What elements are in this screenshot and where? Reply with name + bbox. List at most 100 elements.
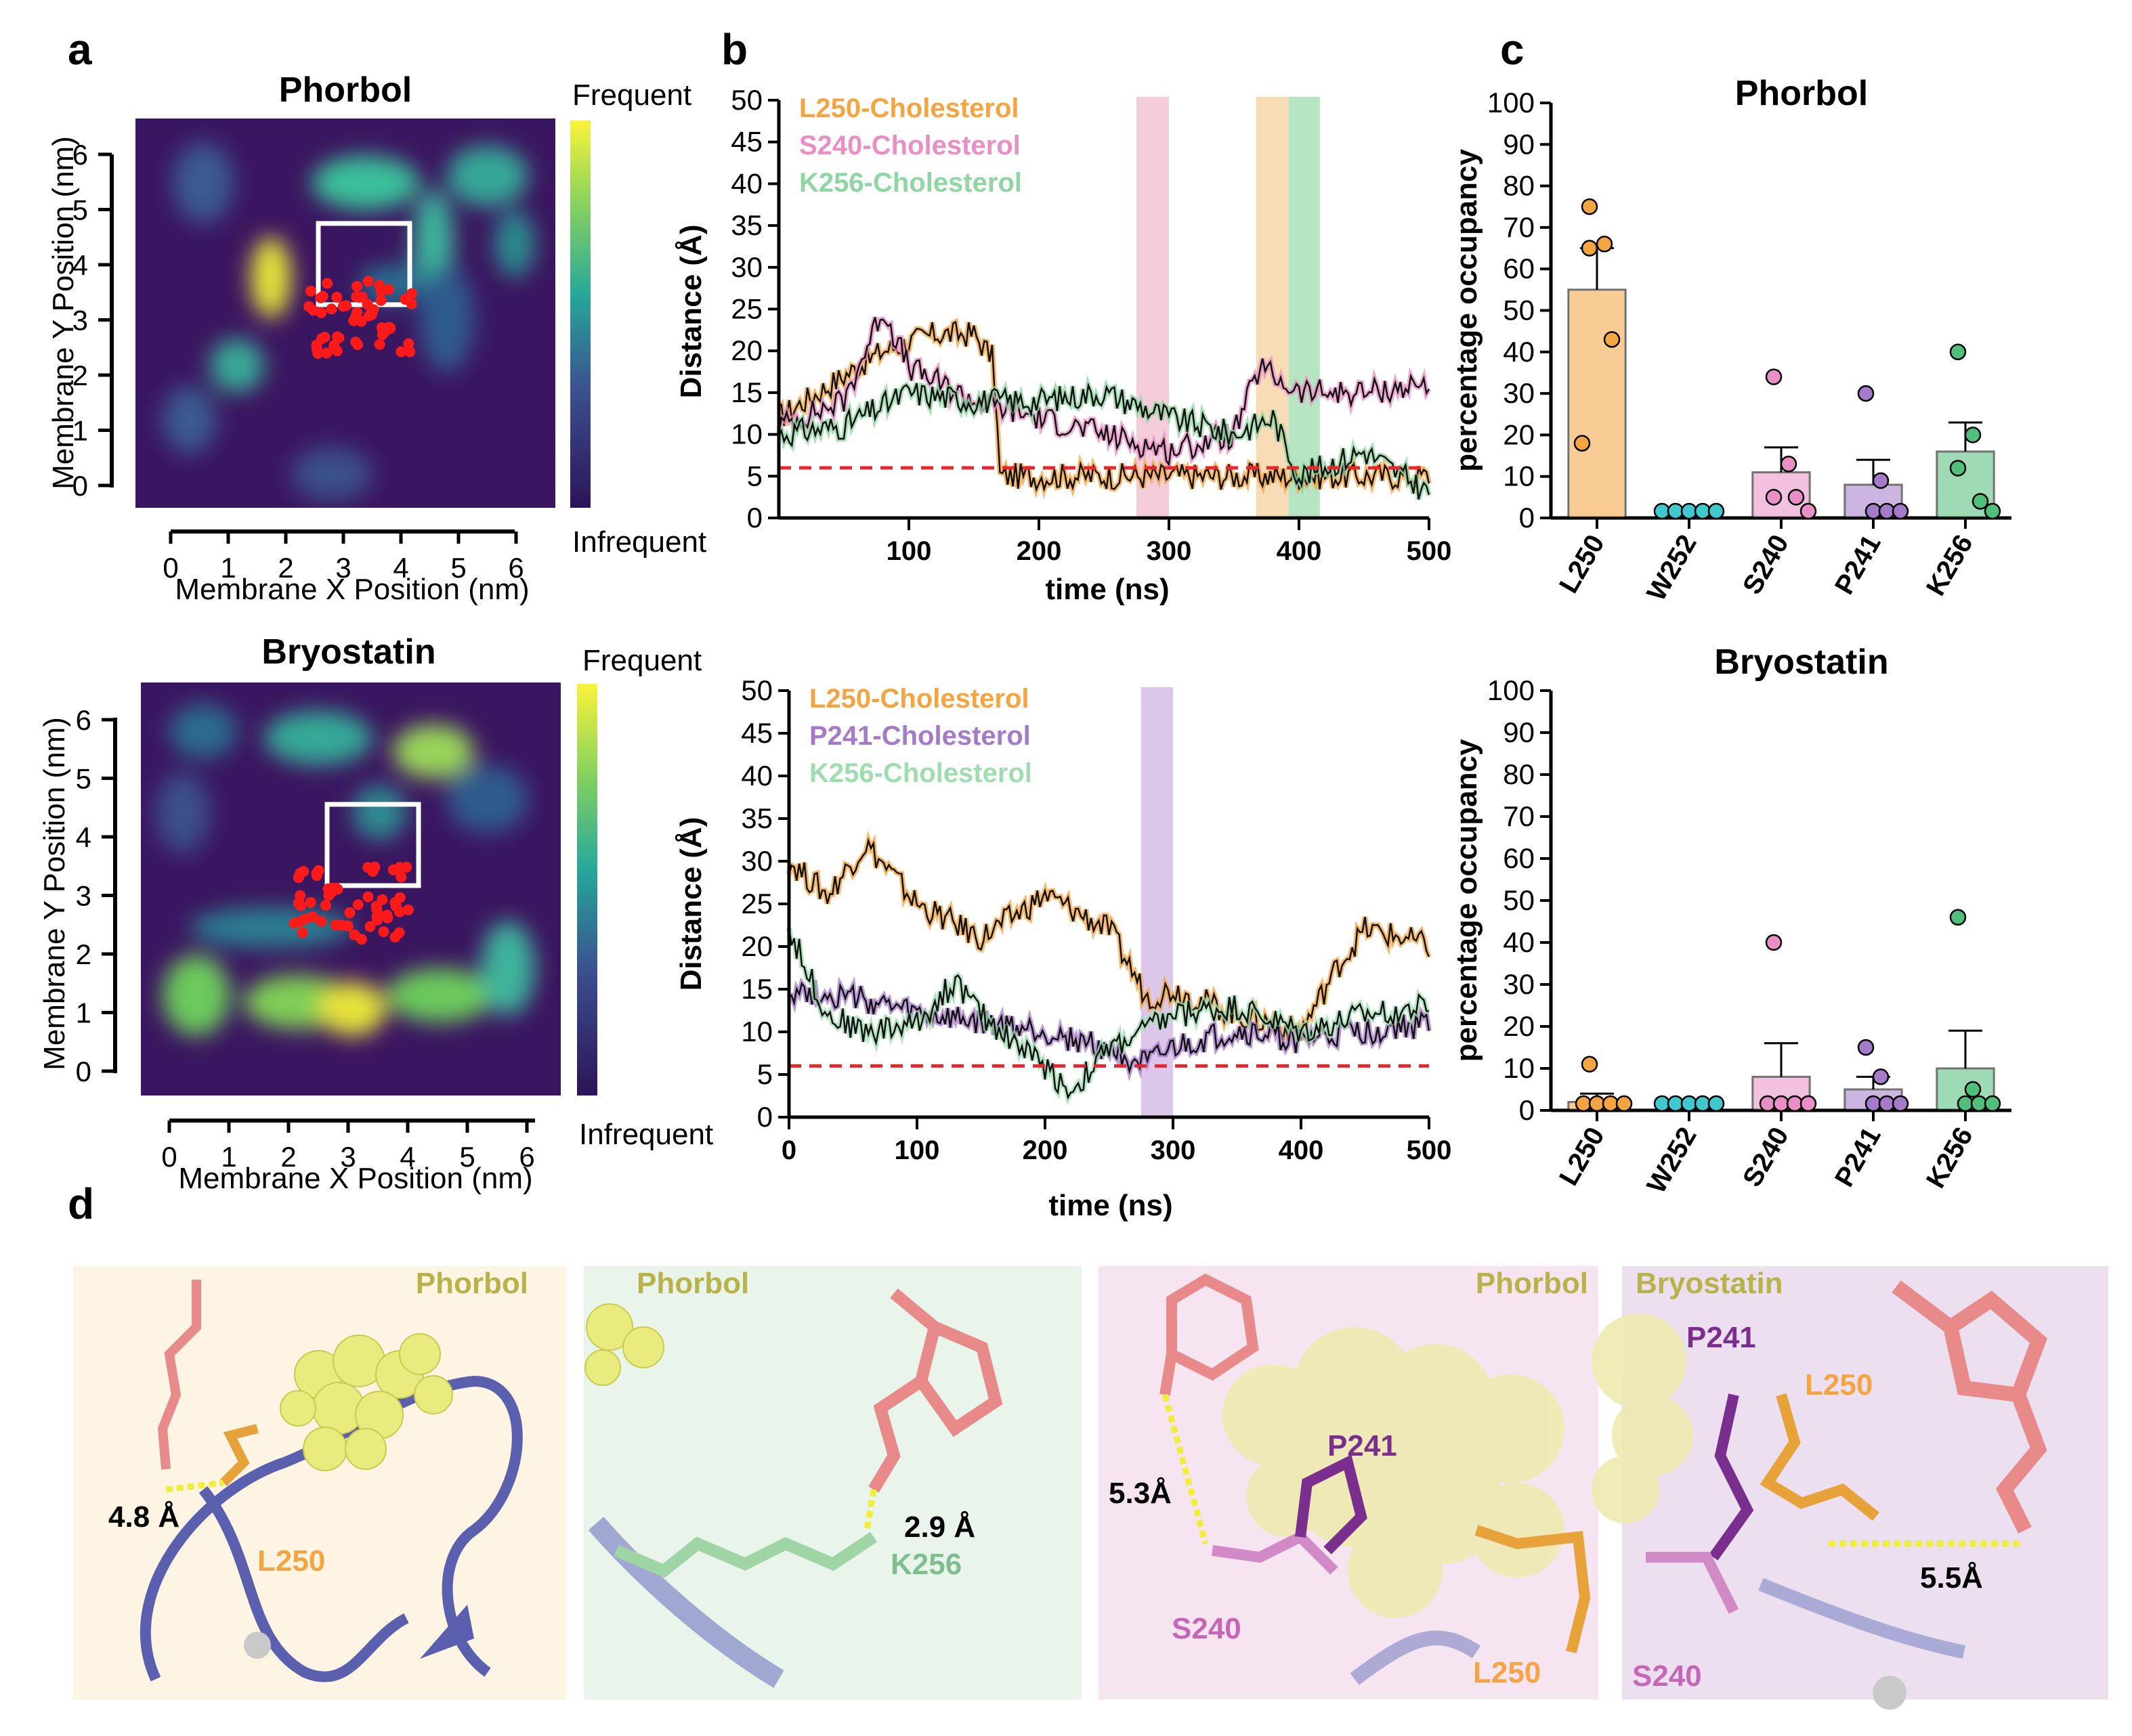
ts2-xtick: 100: [895, 1135, 940, 1165]
red-point: [344, 907, 356, 919]
red-point: [322, 278, 333, 289]
structure-2-distance: 2.9 Å: [904, 1511, 975, 1544]
red-point: [374, 339, 385, 350]
structure-panel-2: Phorbol 2.9 Å K256: [584, 1266, 1082, 1699]
heatmap-top-xtick: 2: [278, 552, 293, 584]
bar-chart-ytick: 50: [1503, 884, 1535, 916]
ts2-ytick: 0: [757, 1101, 773, 1133]
heatmap-top-xlabel: Membrane X Position (nm): [175, 573, 529, 606]
timeseries-bottom-ylabel: Distance (Å): [675, 817, 708, 991]
heatmap-top-xtick: 3: [335, 552, 351, 584]
data-point: [1786, 1095, 1804, 1112]
structure-4-residue-l250: L250: [1805, 1368, 1873, 1402]
heatmap-bottom-xtick: 0: [161, 1141, 177, 1173]
ts1-xtick: 300: [1147, 536, 1192, 566]
red-point: [354, 291, 365, 303]
data-point: [1596, 236, 1613, 253]
bar-chart-category: W252: [1641, 1123, 1702, 1198]
data-point: [1707, 1095, 1725, 1112]
data-point: [1857, 385, 1875, 402]
series-line-colored: [786, 927, 1430, 1106]
heatmap-top-ytick: 6: [72, 139, 88, 171]
heatmap-bottom-box: [324, 802, 421, 888]
heatmap-top-ytick: 0: [72, 470, 88, 502]
heatmap-bottom-title: Bryostatin: [261, 632, 435, 672]
bar-chart-ytick: 30: [1503, 377, 1535, 409]
bar-chart-ytick: 50: [1503, 295, 1535, 326]
structure-3-residue-s240: S240: [1172, 1612, 1241, 1645]
heatmap-top-ytick: 1: [72, 415, 88, 447]
data-point: [1971, 493, 1989, 510]
bar-chart-ytick: 60: [1503, 842, 1535, 874]
heatmap-top-ylabel: Membrane Y Position (nm): [47, 136, 80, 490]
red-point: [320, 900, 331, 911]
bar-chart-ytick: 20: [1503, 1010, 1535, 1042]
ts1-ytick: 10: [731, 418, 763, 450]
timeseries-top-xlabel: time (ns): [1045, 573, 1169, 606]
data-point: [1878, 502, 1896, 520]
heatmap-bottom-points: [289, 861, 414, 945]
bar-chart-ytick: 10: [1503, 460, 1535, 492]
legend-entry: K256-Cholesterol: [799, 168, 1022, 198]
ts2-xtick: 300: [1151, 1135, 1196, 1165]
structure-1-ligand: Phorbol: [416, 1267, 528, 1300]
data-point: [1603, 331, 1621, 348]
heatmap-top-xtick: 4: [393, 552, 408, 584]
data-point: [1588, 1095, 1606, 1112]
data-point: [1653, 502, 1671, 520]
red-point: [337, 301, 349, 312]
data-point: [1949, 909, 1967, 926]
ts2-ytick: 10: [741, 1016, 773, 1047]
bar-chart-title: Phorbol: [1735, 74, 1868, 113]
bar-chart-ytick: 0: [1519, 502, 1535, 534]
data-point: [1984, 1095, 2001, 1112]
red-point: [295, 900, 307, 911]
bar-chart-category: L250: [1554, 530, 1611, 599]
red-point: [362, 891, 374, 903]
red-point: [331, 292, 343, 303]
data-point: [1694, 1095, 1711, 1112]
data-point: [1680, 502, 1698, 520]
ts2-ytick: 30: [741, 845, 773, 877]
heatmap-bottom-xtick: 2: [280, 1141, 296, 1173]
bar-chart-title: Bryostatin: [1714, 643, 1888, 682]
ts1-ytick: 5: [747, 460, 763, 492]
ts1-xtick: 400: [1277, 536, 1322, 566]
red-point: [316, 915, 327, 927]
data-point: [1799, 502, 1817, 520]
data-point: [1957, 1095, 1974, 1112]
data-point: [1872, 1068, 1890, 1085]
red-point: [298, 866, 310, 877]
timeseries-top: 0 5 10 15 20 25 30 35 40 45 50 100 200 300 400 500 L250…: [675, 84, 1451, 606]
heatmap-top-ytick: 2: [72, 360, 88, 391]
bar-chart-ytick: 40: [1503, 926, 1535, 958]
red-point: [295, 890, 306, 901]
heatmap-top-xtick: 0: [163, 552, 178, 584]
structure-2-residue: K256: [891, 1548, 962, 1581]
red-point: [404, 346, 416, 357]
bar-chart-category: P241: [1829, 1123, 1887, 1192]
data-point: [1759, 1095, 1776, 1112]
red-point: [352, 899, 364, 911]
data-point: [1984, 502, 2001, 520]
ts1-ytick: 0: [747, 502, 763, 534]
bar-chart-ytick: 70: [1503, 211, 1535, 243]
red-point: [394, 906, 406, 917]
ts2-xtick: 500: [1407, 1135, 1452, 1165]
bar-chart-category: P241: [1829, 530, 1887, 600]
data-point: [1872, 472, 1890, 490]
bar-chart-category: S240: [1737, 530, 1795, 600]
data-point: [1667, 502, 1684, 520]
bar-chart-ytick: 0: [1519, 1094, 1535, 1126]
heatmap-bottom-ytick: 6: [76, 704, 91, 736]
red-point: [402, 904, 414, 915]
colorbar-bottom-low: Infrequent: [579, 1118, 713, 1151]
bar-chart-ytick: 40: [1503, 336, 1535, 368]
data-point: [1581, 240, 1598, 257]
colorbar-top-low: Infrequent: [572, 525, 706, 559]
series-line-mean: [777, 382, 1430, 500]
bar-chart-ytick: 90: [1503, 128, 1535, 160]
data-point: [1970, 1095, 1988, 1112]
